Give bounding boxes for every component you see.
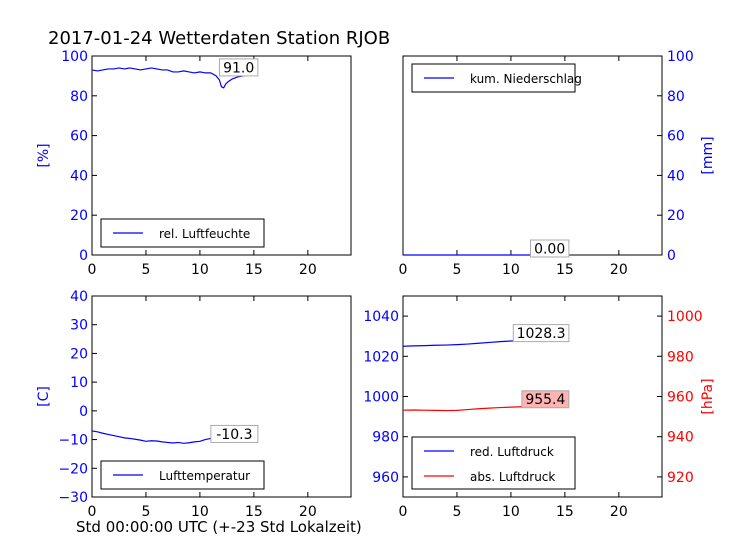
y-tick-label: −10 [58,433,88,449]
x-tick-label: 10 [502,262,520,278]
x-tick-label: 10 [191,262,209,278]
y-tick-label: 1040 [363,309,399,325]
x-tick-label: 5 [452,262,461,278]
y-tick-label: 920 [667,470,694,486]
y-tick-label: 0 [79,248,88,264]
y-tick-label: 0 [79,404,88,420]
x-tick-label: 5 [141,504,150,520]
y-tick-label: 1000 [667,309,703,325]
last-value-label: 1028.3 [517,326,566,342]
legend: Lufttemperatur [100,460,265,490]
y-tick-label: 1020 [363,349,399,365]
legend-entry: rel. Luftfeuchte [159,227,250,241]
x-tick-label: 0 [88,262,97,278]
y-tick-label: 940 [667,430,694,446]
chart-top-left: 0 5 10 15 20 0 20 40 60 80 100 [%] 91.0 rel. Luftfeuc… [36,49,352,278]
last-value-label: 955.4 [525,392,565,408]
x-tick-label: 5 [141,262,150,278]
y-tick-label: −20 [58,461,88,477]
x-tick-label: 20 [299,262,317,278]
y-tick-label: 40 [667,168,685,184]
last-value-box [210,424,259,443]
legend: red. Luftdruck abs. Luftdruck [411,436,576,490]
legend-entry: abs. Luftdruck [470,470,555,484]
y-tick-label: 80 [667,89,685,105]
y-tick-label: 20 [70,208,88,224]
x-tick-label: 15 [245,504,263,520]
y-axis-label: [mm] [700,136,716,174]
chart-bottom-left: 0 5 10 15 20 −30 −20 −10 0 10 20 30 40 [C] -10.3 Luftte… [36,289,352,520]
y-tick-label: 100 [61,49,88,65]
last-value-box [512,324,570,343]
x-tick-label: 0 [399,262,408,278]
last-value-box [521,390,570,409]
figure-title: 2017-01-24 Wetterdaten Station RJOB [48,28,390,49]
x-tick-label: 20 [299,504,317,520]
x-tick-label: 15 [556,262,574,278]
x-tick-label: 10 [191,504,209,520]
x-tick-label: 0 [88,504,97,520]
last-value-box [218,58,259,77]
y-tick-label: 10 [70,375,88,391]
x-tick-label: 20 [610,504,628,520]
y-tick-label: 960 [372,470,399,486]
x-tick-label: 10 [502,504,520,520]
last-value-box [529,239,570,258]
last-value-label: 91.0 [223,60,254,76]
y-tick-label: 0 [667,248,676,264]
legend: kum. Niederschlag [411,63,582,93]
y-axis-label-right: [hPa] [700,378,716,414]
chart-bottom-right: 0 5 10 15 20 960 980 1000 1020 1040 920 940 960 980 10… [363,295,716,520]
legend: rel. Luftfeuchte [100,218,265,248]
y-axis-label: [%] [36,143,52,167]
legend-entry: red. Luftdruck [470,445,554,459]
y-tick-label: 1000 [363,390,399,406]
x-tick-label: 15 [556,504,574,520]
last-value-label: 0.00 [534,242,565,258]
legend-entry: kum. Niederschlag [470,72,582,86]
y-tick-label: 60 [70,129,88,145]
chart-top-right: 0 5 10 15 20 0 20 40 60 80 100 [mm] 0.00 kum. Nieders… [399,49,716,278]
y-tick-label: 20 [70,346,88,362]
x-tick-label: 0 [399,504,408,520]
y-tick-label: 30 [70,318,88,334]
series-line [91,67,254,89]
y-tick-label: 40 [70,289,88,305]
y-tick-label: 960 [667,390,694,406]
y-axis-label: [C] [36,386,52,407]
x-tick-label: 15 [245,262,263,278]
y-tick-label: 40 [70,168,88,184]
y-tick-label: 80 [70,89,88,105]
y-tick-label: −30 [58,490,88,506]
last-value-label: -10.3 [216,427,252,443]
x-tick-label: 20 [610,262,628,278]
legend-entry: Lufttemperatur [159,469,250,483]
x-tick-label: 5 [452,504,461,520]
y-tick-label: 980 [372,430,399,446]
y-tick-label: 60 [667,129,685,145]
x-axis-footer-label: Std 00:00:00 UTC (+-23 Std Lokalzeit) [76,518,362,536]
legend-box [411,436,576,490]
y-tick-label: 20 [667,208,685,224]
y-tick-label: 100 [667,49,694,65]
y-tick-label: 980 [667,349,694,365]
